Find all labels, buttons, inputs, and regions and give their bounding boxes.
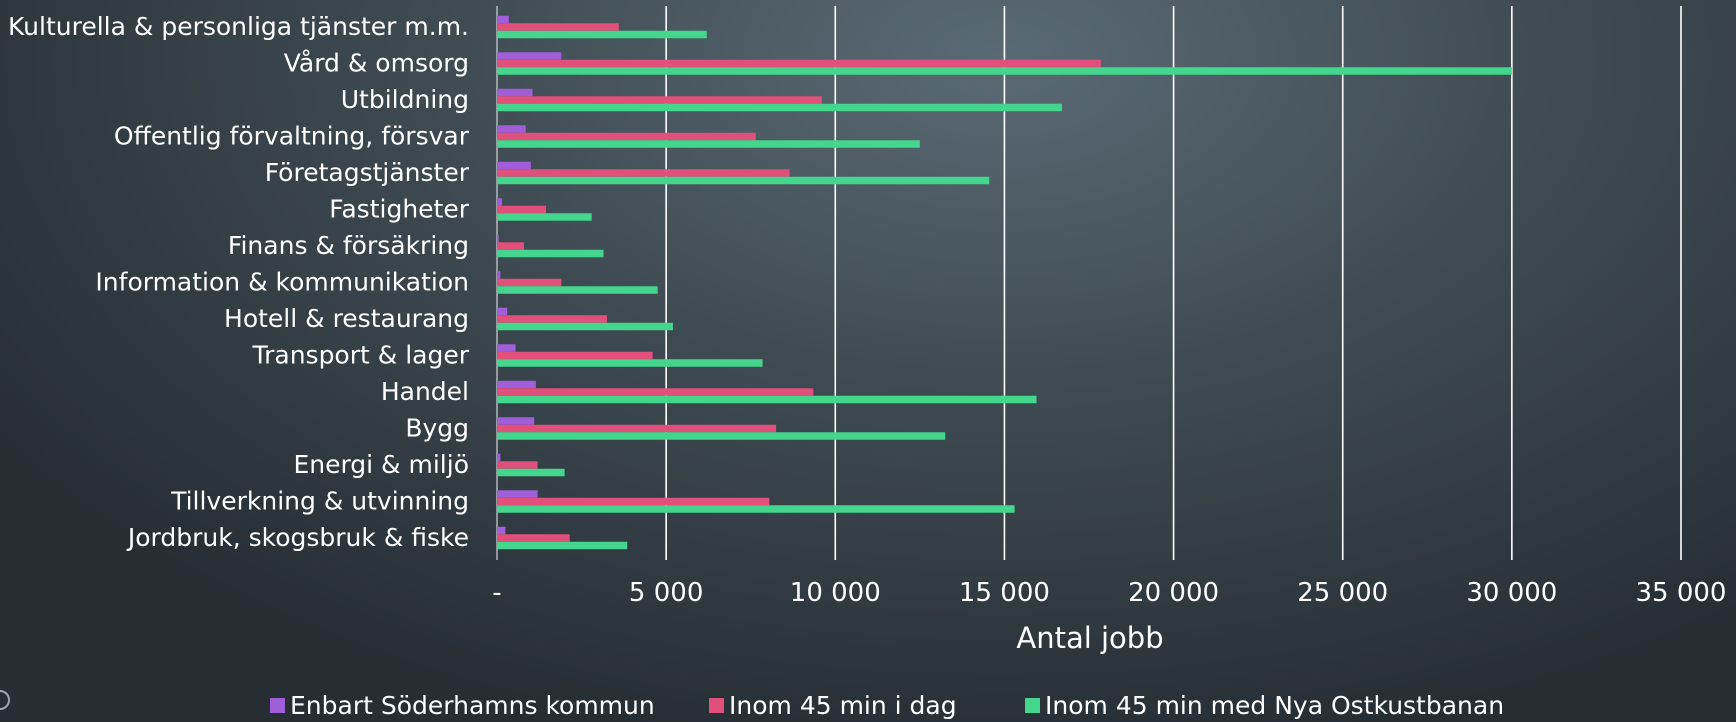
legend-swatch-2 (1025, 698, 1040, 713)
bar-12-series-1 (497, 461, 538, 469)
bar-4-series-1 (497, 169, 790, 177)
bar-1-series-0 (497, 52, 562, 60)
category-labels: Kulturella & personliga tjänster m.m. Vår… (8, 12, 470, 552)
bar-11-series-2 (497, 432, 946, 440)
bar-8-series-2 (497, 322, 673, 331)
category-label-0: Kulturella & personliga tjänster m.m. (8, 12, 469, 41)
category-label-11: Bygg (405, 414, 469, 443)
category-label-2: Utbildning (341, 85, 469, 114)
category-label-7: Information & kommunikation (95, 268, 469, 297)
bar-5-series-1 (497, 205, 547, 214)
bar-14-series-0 (497, 526, 506, 535)
bar-2-series-2 (497, 103, 1062, 112)
bar-9-series-0 (497, 344, 516, 352)
category-label-5: Fastigheter (329, 195, 469, 224)
bar-3-series-2 (497, 140, 920, 148)
legend-label-1: Inom 45 min i dag (729, 691, 957, 720)
x-tick-label-4: 20 000 (1128, 578, 1219, 608)
category-label-13: Tillverkning & utvinning (170, 487, 469, 516)
bar-7-series-0 (497, 271, 501, 279)
legend-swatch-0 (270, 698, 285, 713)
category-label-8: Hotell & restaurang (224, 304, 469, 333)
bar-2-series-1 (497, 96, 822, 104)
bar-12-series-0 (497, 453, 501, 462)
bar-0-series-0 (497, 15, 509, 24)
bar-12-series-2 (497, 468, 565, 477)
gridlines (496, 6, 1682, 560)
legend-swatch-1 (709, 698, 724, 713)
category-label-12: Energi & miljö (293, 450, 469, 479)
x-tick-label-0: - (492, 578, 501, 608)
bar-10-series-1 (497, 388, 814, 396)
bar-8-series-0 (497, 307, 508, 316)
bar-0-series-1 (497, 23, 619, 31)
bar-7-series-1 (497, 278, 562, 287)
x-tick-label-3: 15 000 (959, 578, 1050, 608)
category-label-1: Vård & omsorg (284, 49, 469, 78)
bar-14-series-2 (497, 541, 628, 550)
x-tick-label-7: 35 000 (1636, 578, 1727, 608)
bar-10-series-2 (497, 395, 1037, 404)
bar-6-series-0 (497, 234, 499, 243)
bar-11-series-0 (497, 417, 535, 425)
category-label-9: Transport & lager (252, 341, 470, 370)
bar-5-series-0 (497, 198, 503, 206)
x-tick-label-1: 5 000 (629, 578, 703, 608)
bar-13-series-1 (497, 497, 770, 506)
x-tick-label-6: 30 000 (1466, 578, 1557, 608)
bar-0-series-2 (497, 30, 707, 39)
bar-6-series-2 (497, 249, 604, 258)
x-tick-labels: - 5 000 10 000 15 000 20 000 25 000 30 000 35 0… (492, 578, 1726, 608)
bar-4-series-2 (497, 176, 990, 185)
bar-1-series-2 (497, 67, 1512, 75)
bar-6-series-1 (497, 242, 525, 250)
bar-3-series-1 (497, 132, 756, 141)
bar-9-series-2 (497, 359, 763, 367)
legend-label-2: Inom 45 min med Nya Ostkustbanan (1045, 691, 1504, 720)
bar-10-series-0 (497, 380, 536, 389)
bar-14-series-1 (497, 534, 570, 542)
x-tick-label-2: 10 000 (790, 578, 881, 608)
bar-9-series-1 (497, 351, 653, 360)
bar-3-series-0 (497, 125, 526, 133)
category-label-10: Handel (381, 377, 469, 406)
bar-11-series-1 (497, 424, 777, 433)
category-label-3: Offentlig förvaltning, försvar (114, 122, 470, 151)
bar-8-series-1 (497, 315, 607, 323)
bar-1-series-1 (497, 59, 1101, 68)
bar-13-series-2 (497, 505, 1015, 513)
category-label-6: Finans & försäkring (228, 231, 469, 260)
bar-2-series-0 (497, 88, 533, 97)
bars (497, 15, 1512, 550)
x-tick-label-5: 25 000 (1297, 578, 1388, 608)
bar-7-series-2 (497, 286, 658, 294)
category-label-4: Företagstjänster (265, 158, 470, 187)
category-label-14: Jordbruk, skogsbruk & fiske (126, 523, 469, 552)
bar-4-series-0 (497, 161, 531, 170)
bar-5-series-2 (497, 213, 592, 221)
bar-13-series-0 (497, 490, 538, 498)
x-axis-title: Antal jobb (1016, 621, 1163, 655)
legend: Enbart Söderhamns kommun Inom 45 min i da… (270, 691, 1504, 720)
legend-label-0: Enbart Söderhamns kommun (290, 691, 655, 720)
